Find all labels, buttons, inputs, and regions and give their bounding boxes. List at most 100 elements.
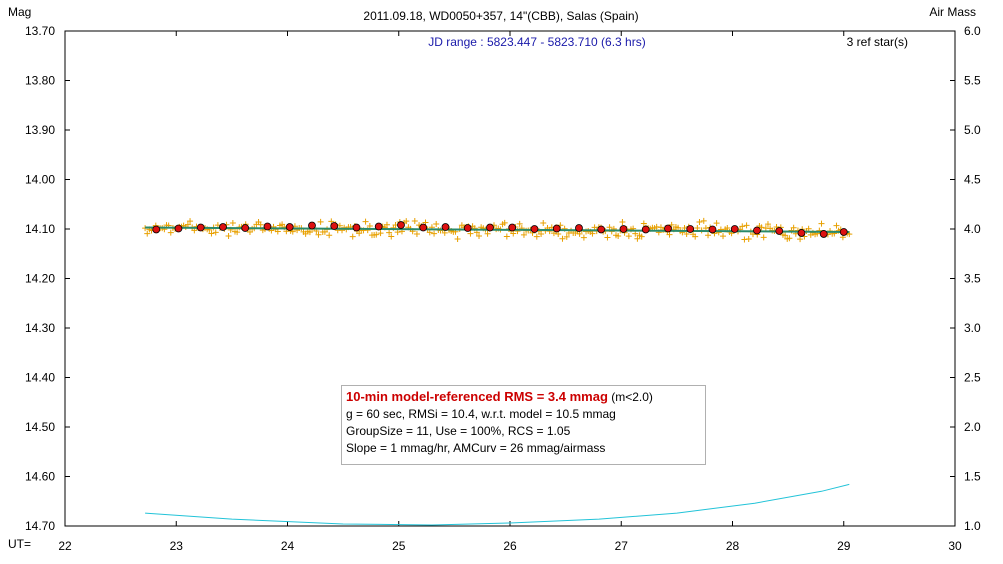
data-point <box>373 231 380 238</box>
average-point <box>530 225 539 233</box>
data-point <box>184 221 191 228</box>
data-point <box>306 229 313 236</box>
data-point <box>724 224 731 231</box>
data-point <box>501 219 508 226</box>
data-point <box>326 232 333 239</box>
data-point <box>580 234 587 241</box>
stats-line-2: g = 60 sec, RMSi = 10.4, w.r.t. model = … <box>346 407 616 421</box>
average-point <box>753 226 761 235</box>
data-point <box>797 236 804 243</box>
average-point <box>664 224 672 233</box>
y-right-tick-label: 2.5 <box>964 371 981 385</box>
x-tick-label: 25 <box>392 539 406 553</box>
y-right-tick-label: 4.5 <box>964 173 981 187</box>
average-point <box>486 223 494 232</box>
data-point <box>790 224 797 231</box>
average-point <box>708 225 717 234</box>
x-tick-label: 22 <box>58 539 72 553</box>
data-point <box>640 220 647 227</box>
data-point <box>668 221 675 228</box>
data-point <box>606 224 613 231</box>
y-right-tick-label: 5.0 <box>964 123 981 137</box>
average-point <box>552 224 561 233</box>
data-point <box>516 220 523 227</box>
data-point <box>720 233 727 240</box>
average-point <box>508 223 517 232</box>
data-point <box>533 233 540 240</box>
average-point <box>597 225 606 234</box>
data-point <box>805 225 812 232</box>
data-point <box>411 218 418 225</box>
data-point <box>713 220 720 227</box>
data-point <box>700 217 707 224</box>
average-point <box>575 224 583 232</box>
data-point <box>208 230 215 237</box>
average-point <box>374 222 383 231</box>
data-point <box>433 221 440 228</box>
y-left-tick-label: 14.30 <box>25 321 55 335</box>
x-tick-label: 29 <box>837 539 851 553</box>
data-point <box>431 230 438 237</box>
data-point <box>413 231 420 238</box>
data-point <box>225 233 232 240</box>
y-right-tick-label: 2.0 <box>964 420 981 434</box>
data-point <box>745 235 752 242</box>
chart-subtitle: JD range : 5823.447 - 5823.710 (6.3 hrs) <box>428 35 645 49</box>
y-right-tick-label: 5.5 <box>964 74 981 88</box>
data-point <box>846 231 853 238</box>
data-point <box>426 229 433 236</box>
rms-value-label: 10-min model-referenced RMS = 3.4 mmag <box>346 389 608 404</box>
y-right-tick-label: 1.5 <box>964 470 981 484</box>
average-point <box>775 227 784 235</box>
data-point <box>760 234 767 241</box>
data-point <box>666 231 673 238</box>
average-point <box>330 222 339 230</box>
data-point <box>619 218 626 225</box>
average-point <box>419 223 428 232</box>
x-axis-label: UT= <box>8 537 31 551</box>
data-point <box>782 232 789 239</box>
data-point <box>383 221 390 228</box>
data-point <box>167 229 174 236</box>
data-point <box>538 230 545 237</box>
data-point <box>510 230 517 237</box>
data-point <box>739 223 746 230</box>
data-point <box>257 221 264 228</box>
x-tick-label: 23 <box>170 539 184 553</box>
average-point <box>152 225 161 234</box>
data-point <box>764 221 771 228</box>
stats-line-4: Slope = 1 mmag/hr, AMCurv = 26 mmag/airm… <box>346 441 606 455</box>
group-averages <box>152 221 848 238</box>
average-point <box>174 224 183 233</box>
data-point <box>377 230 384 237</box>
average-point <box>241 224 250 232</box>
data-point <box>520 231 527 238</box>
y-left-tick-label: 14.60 <box>25 470 55 484</box>
data-point <box>349 233 356 240</box>
data-point <box>741 236 748 243</box>
data-point <box>274 228 281 235</box>
y-left-tick-label: 13.80 <box>25 74 55 88</box>
data-point <box>484 230 491 237</box>
y-left-tick-label: 13.90 <box>25 123 55 137</box>
data-point <box>696 219 703 226</box>
average-point <box>619 225 628 233</box>
average-point <box>797 229 806 237</box>
average-point <box>352 223 361 232</box>
data-point <box>317 218 324 225</box>
data-point <box>212 229 219 236</box>
data-point <box>786 235 793 242</box>
y-left-tick-label: 14.20 <box>25 272 55 286</box>
average-point <box>730 225 739 233</box>
average-point <box>463 224 472 232</box>
data-point <box>563 233 570 240</box>
data-point <box>388 233 395 240</box>
stats-line-3: GroupSize = 11, Use = 100%, RCS = 1.05 <box>346 424 571 438</box>
x-tick-label: 28 <box>726 539 740 553</box>
average-point <box>263 222 272 231</box>
rms-suffix: (m<2.0) <box>607 390 653 404</box>
data-point <box>403 218 410 225</box>
data-point <box>675 224 682 231</box>
data-point <box>818 220 825 227</box>
